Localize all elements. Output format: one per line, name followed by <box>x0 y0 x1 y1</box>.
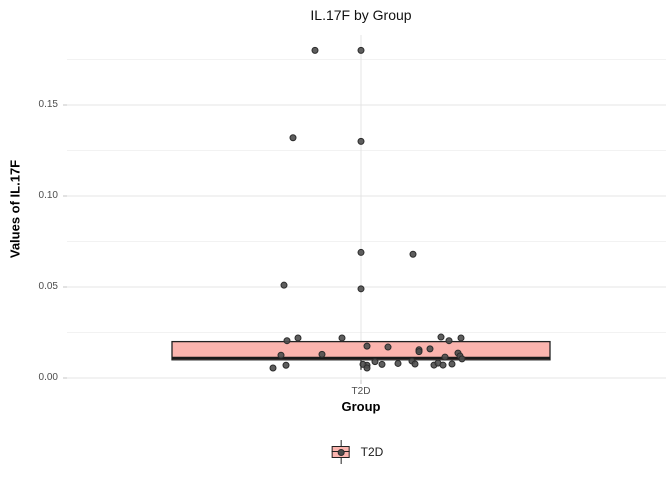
jitter-point <box>458 355 466 363</box>
y-tick-label: 0.00 <box>38 372 58 383</box>
jitter-point <box>448 360 456 368</box>
jitter-point <box>294 334 302 342</box>
jitter-point <box>357 137 365 145</box>
jitter-point <box>357 285 365 293</box>
jitter-point <box>457 334 465 342</box>
jitter-point <box>384 343 392 351</box>
jitter-point <box>357 248 365 256</box>
jitter-point <box>439 361 447 369</box>
y-tick-label: 0.15 <box>38 99 58 110</box>
jitter-point <box>280 281 288 289</box>
jitter-point <box>357 46 365 54</box>
y-tick-label: 0.10 <box>38 190 58 201</box>
jitter-point <box>411 360 419 368</box>
jitter-point <box>363 364 371 372</box>
jitter-point <box>371 358 379 366</box>
jitter-point <box>338 334 346 342</box>
jitter-point <box>437 333 445 341</box>
y-tick-label: 0.05 <box>38 281 58 292</box>
legend: T2D <box>331 439 384 465</box>
jitter-point <box>282 361 290 369</box>
jitter-point <box>289 134 297 142</box>
legend-label: T2D <box>360 445 384 459</box>
jitter-point <box>394 359 402 367</box>
jitter-point <box>409 250 417 258</box>
jitter-point <box>363 342 371 350</box>
jitter-point <box>415 348 423 356</box>
jitter-point <box>378 360 386 368</box>
plot-title: IL.17F by Group <box>310 7 412 23</box>
legend-key-boxplot-glyph <box>331 439 352 465</box>
jitter-point <box>283 337 291 345</box>
jitter-point <box>426 345 434 353</box>
x-axis-title: Group <box>341 399 381 414</box>
legend-key-point <box>337 449 345 456</box>
jitter-point <box>269 364 277 372</box>
jitter-point <box>311 46 319 54</box>
jitter-point <box>441 353 449 361</box>
x-tick-label: T2D <box>351 386 371 397</box>
jitter-point <box>318 350 326 358</box>
jitter-point <box>277 351 285 359</box>
jitter-point <box>445 337 453 345</box>
